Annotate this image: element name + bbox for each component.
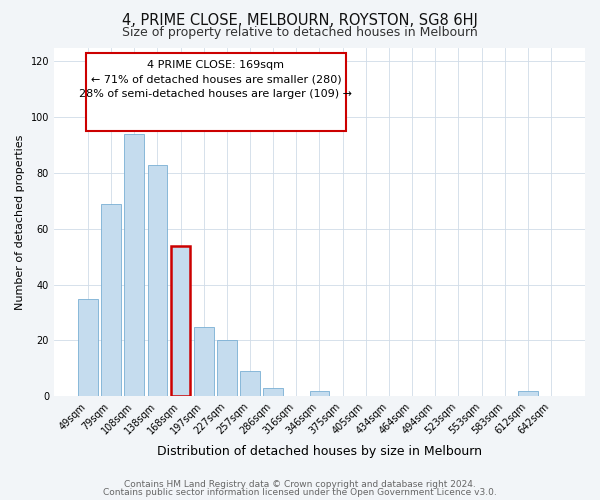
- Bar: [194, 326, 214, 396]
- Bar: [217, 340, 236, 396]
- Bar: [170, 246, 190, 396]
- Bar: [310, 390, 329, 396]
- Text: Size of property relative to detached houses in Melbourn: Size of property relative to detached ho…: [122, 26, 478, 39]
- Bar: [101, 204, 121, 396]
- Text: 4 PRIME CLOSE: 169sqm
← 71% of detached houses are smaller (280)
28% of semi-det: 4 PRIME CLOSE: 169sqm ← 71% of detached …: [79, 60, 352, 98]
- Text: Contains HM Land Registry data © Crown copyright and database right 2024.: Contains HM Land Registry data © Crown c…: [124, 480, 476, 489]
- Bar: [148, 164, 167, 396]
- Bar: [518, 390, 538, 396]
- Bar: [124, 134, 144, 396]
- Y-axis label: Number of detached properties: Number of detached properties: [15, 134, 25, 310]
- Text: Contains public sector information licensed under the Open Government Licence v3: Contains public sector information licen…: [103, 488, 497, 497]
- X-axis label: Distribution of detached houses by size in Melbourn: Distribution of detached houses by size …: [157, 444, 482, 458]
- Text: 4, PRIME CLOSE, MELBOURN, ROYSTON, SG8 6HJ: 4, PRIME CLOSE, MELBOURN, ROYSTON, SG8 6…: [122, 12, 478, 28]
- FancyBboxPatch shape: [86, 52, 346, 131]
- Bar: [263, 388, 283, 396]
- Bar: [240, 371, 260, 396]
- Bar: [78, 298, 98, 396]
